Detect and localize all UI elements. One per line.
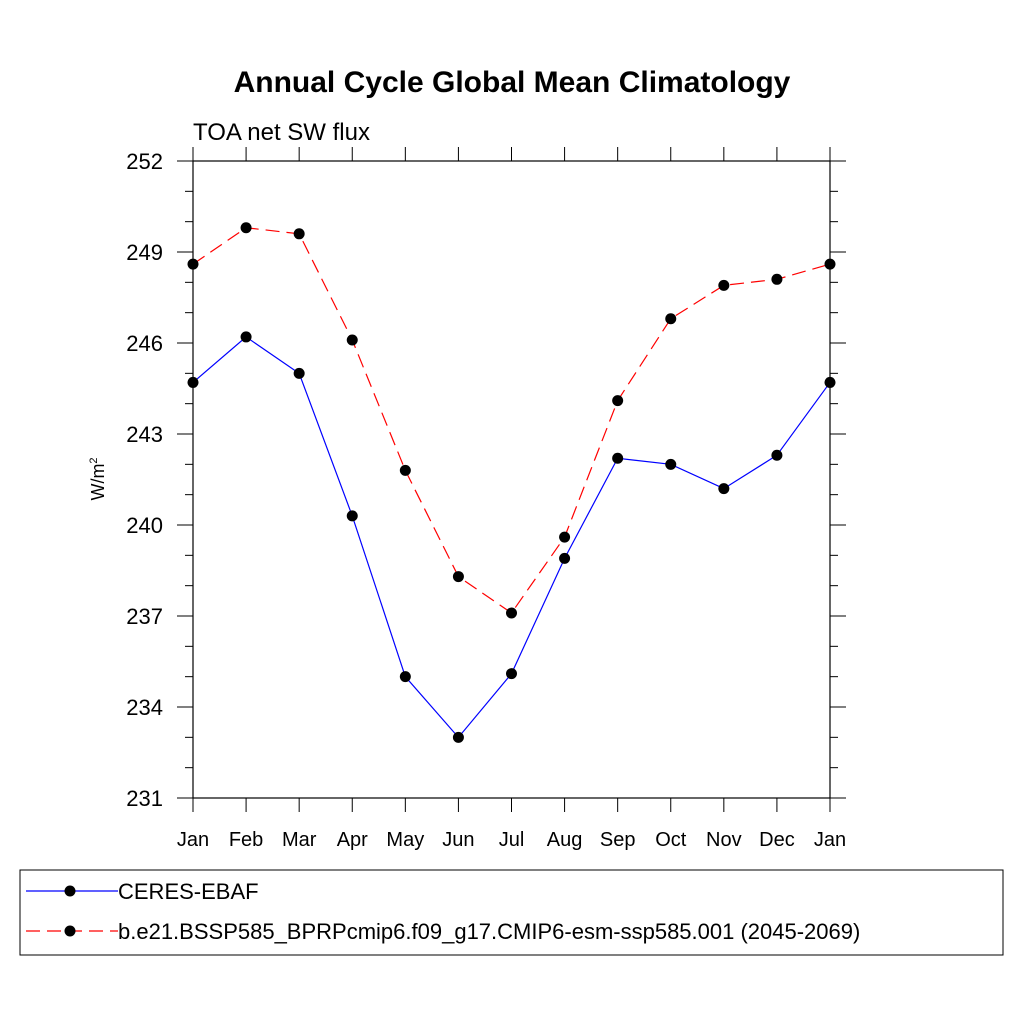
x-tick-label: Aug [547, 829, 583, 851]
x-tick-label: Jun [442, 829, 474, 851]
series-2-point [452, 571, 464, 583]
x-tick-label: Jan [177, 829, 209, 851]
series-1-point [240, 331, 252, 343]
legend-label-2: b.e21.BSSP585_BPRPcmip6.f09_g17.CMIP6-es… [118, 919, 860, 944]
series-1-point [771, 449, 783, 461]
x-tick-label: Jan [814, 829, 846, 851]
y-tick-label: 240 [126, 513, 163, 538]
y-axis-label: W/m2 [88, 457, 108, 500]
series-2-point [824, 258, 836, 270]
legend-label-1: CERES-EBAF [118, 879, 259, 904]
series-2-point [399, 464, 411, 476]
y-tick-label: 252 [126, 149, 163, 174]
series-2-point [718, 279, 730, 291]
chart-subtitle: TOA net SW flux [193, 119, 370, 146]
series-1-point [612, 452, 624, 464]
series-1-point [718, 483, 730, 495]
series-2-point [187, 258, 199, 270]
y-tick-label: 246 [126, 331, 163, 356]
x-tick-label: May [386, 829, 424, 851]
x-tick-label: Apr [337, 829, 368, 851]
series-2-point [665, 313, 677, 325]
x-tick-label: Jul [499, 829, 525, 851]
y-tick-label: 231 [126, 786, 163, 811]
series-line-2 [192, 227, 831, 614]
series-1-point [506, 668, 517, 680]
series-2-point [506, 607, 517, 619]
series-1-point [559, 552, 571, 564]
series-1-point [346, 510, 358, 522]
series-1-point [452, 731, 464, 743]
series-1-point [665, 458, 677, 470]
series-2-point [293, 228, 305, 240]
legend-marker-2 [64, 925, 76, 937]
series-1-point [824, 376, 836, 388]
plot-area: 231 234 237 240 243 246 249 252 Jan Feb Mar Apr May J… [126, 147, 846, 851]
series-1-point [187, 376, 199, 388]
y-axis-label-unit: W/m [88, 464, 108, 501]
series-1-point [293, 367, 305, 379]
x-tick-label: Dec [759, 829, 795, 851]
x-tick-label: Sep [600, 829, 636, 851]
chart-title: Annual Cycle Global Mean Climatology [234, 66, 791, 99]
y-axis-label-superscript: 2 [88, 457, 100, 463]
series-2-point [559, 531, 571, 543]
series-2-point [612, 395, 624, 407]
y-tick-label: 243 [126, 422, 163, 447]
series-2-point [346, 334, 358, 346]
legend-box [19, 869, 1004, 956]
legend-marker-1 [64, 885, 76, 897]
x-tick-label: Nov [706, 829, 742, 851]
series-2-point [240, 222, 252, 234]
y-tick-label: 234 [126, 695, 163, 720]
x-tick-label: Feb [229, 829, 263, 851]
x-tick-label: Oct [655, 829, 687, 851]
series-1-point [399, 671, 411, 683]
y-tick-label: 249 [126, 240, 163, 265]
x-tick-label: Mar [282, 829, 317, 851]
y-tick-label: 237 [126, 604, 163, 629]
plot-frame [192, 160, 831, 799]
series-2-point [771, 273, 783, 285]
legend: CERES-EBAF b.e21.BSSP585_BPRPcmip6.f09_g1… [19, 869, 1004, 956]
